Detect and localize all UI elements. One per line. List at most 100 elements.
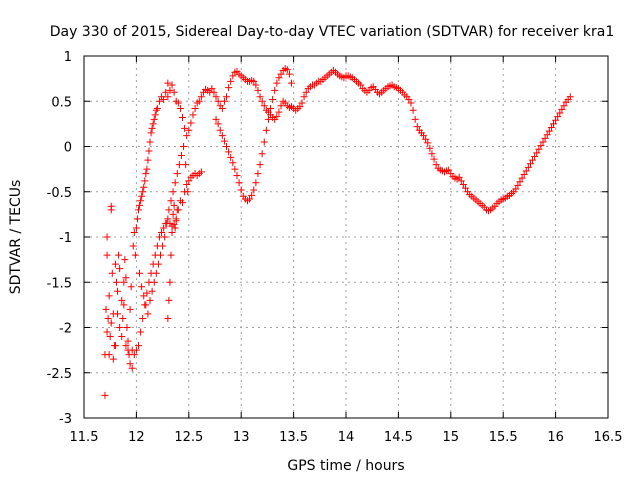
- data-point: [185, 177, 193, 185]
- data-point: [148, 287, 156, 295]
- y-axis-label: SDTVAR / TECUs: [8, 180, 24, 295]
- data-point: [131, 251, 139, 259]
- data-point: [183, 181, 191, 189]
- data-point: [184, 188, 192, 196]
- data-point: [160, 224, 168, 232]
- data-point: [173, 170, 181, 178]
- data-point: [162, 88, 170, 96]
- x-tick-label: 14: [338, 430, 355, 445]
- data-point: [164, 215, 172, 223]
- data-point: [127, 283, 135, 291]
- series-second-track: [212, 65, 296, 205]
- data-point: [140, 292, 148, 300]
- data-point: [254, 170, 262, 178]
- data-point: [149, 120, 157, 128]
- data-point: [170, 201, 178, 209]
- data-point: [208, 85, 216, 93]
- data-point: [120, 301, 128, 309]
- data-point: [216, 126, 224, 134]
- data-point: [566, 93, 574, 101]
- data-point: [212, 115, 220, 123]
- y-tick-label: -1: [59, 231, 72, 246]
- data-point: [197, 93, 205, 101]
- data-point: [428, 150, 436, 158]
- data-point: [283, 66, 291, 74]
- data-point: [407, 99, 415, 107]
- data-point: [550, 120, 558, 128]
- data-point: [132, 224, 140, 232]
- data-point: [163, 219, 171, 227]
- data-point: [151, 111, 159, 119]
- data-point: [187, 119, 195, 127]
- data-point: [148, 124, 156, 132]
- data-point: [560, 102, 568, 110]
- data-point: [159, 242, 167, 250]
- data-point: [123, 324, 131, 331]
- data-point: [252, 81, 260, 89]
- data-point: [118, 333, 126, 341]
- data-point: [165, 206, 173, 214]
- data-point: [155, 97, 163, 105]
- y-tick-label: 1: [64, 50, 72, 65]
- data-point: [231, 165, 239, 173]
- data-point: [176, 104, 184, 112]
- data-point: [137, 197, 145, 205]
- x-tick-label: 16.5: [594, 430, 623, 445]
- data-point: [547, 123, 555, 131]
- data-point: [195, 97, 203, 105]
- data-point: [214, 97, 222, 105]
- data-point: [179, 114, 187, 122]
- data-point: [122, 342, 130, 350]
- data-point: [150, 278, 158, 286]
- data-point: [537, 142, 545, 150]
- data-point: [141, 177, 149, 185]
- data-point: [264, 115, 272, 123]
- data-point: [111, 260, 119, 268]
- data-point: [177, 152, 185, 160]
- data-point: [227, 77, 235, 85]
- data-point: [107, 319, 115, 327]
- data-point: [212, 93, 220, 101]
- data-point: [144, 156, 152, 164]
- data-point: [237, 186, 245, 194]
- data-point: [227, 153, 235, 161]
- data-point: [422, 135, 430, 143]
- data-point: [262, 126, 270, 134]
- data-point: [461, 184, 469, 192]
- data-point: [114, 287, 122, 295]
- data-point: [103, 328, 111, 336]
- data-point: [132, 346, 140, 354]
- data-point: [258, 150, 266, 158]
- data-point: [107, 206, 115, 214]
- data-point: [277, 70, 285, 78]
- data-point: [260, 102, 268, 110]
- data-point: [430, 155, 438, 163]
- data-point: [302, 88, 310, 96]
- data-point: [248, 191, 256, 199]
- data-point: [154, 260, 162, 268]
- x-tick-label: 13.5: [279, 430, 308, 445]
- data-point: [210, 88, 218, 96]
- data-point: [120, 278, 128, 286]
- data-point: [218, 132, 226, 140]
- data-point: [556, 109, 564, 117]
- data-point: [269, 95, 277, 103]
- data-point: [167, 251, 175, 259]
- x-tick-label: 14.5: [384, 430, 413, 445]
- data-point: [111, 342, 119, 350]
- data-point: [152, 269, 160, 277]
- data-point: [518, 174, 526, 182]
- data-point: [541, 134, 549, 142]
- data-point: [134, 206, 142, 214]
- data-point: [258, 97, 266, 105]
- data-point: [424, 139, 432, 147]
- data-point: [105, 292, 113, 300]
- data-point: [554, 113, 562, 121]
- data-point: [214, 120, 222, 128]
- data-point: [138, 192, 146, 200]
- data-point: [288, 79, 296, 87]
- data-point: [164, 79, 172, 87]
- y-tick-label: -2.5: [47, 367, 72, 382]
- data-point: [459, 181, 467, 189]
- x-axis-label: GPS time / hours: [287, 458, 404, 474]
